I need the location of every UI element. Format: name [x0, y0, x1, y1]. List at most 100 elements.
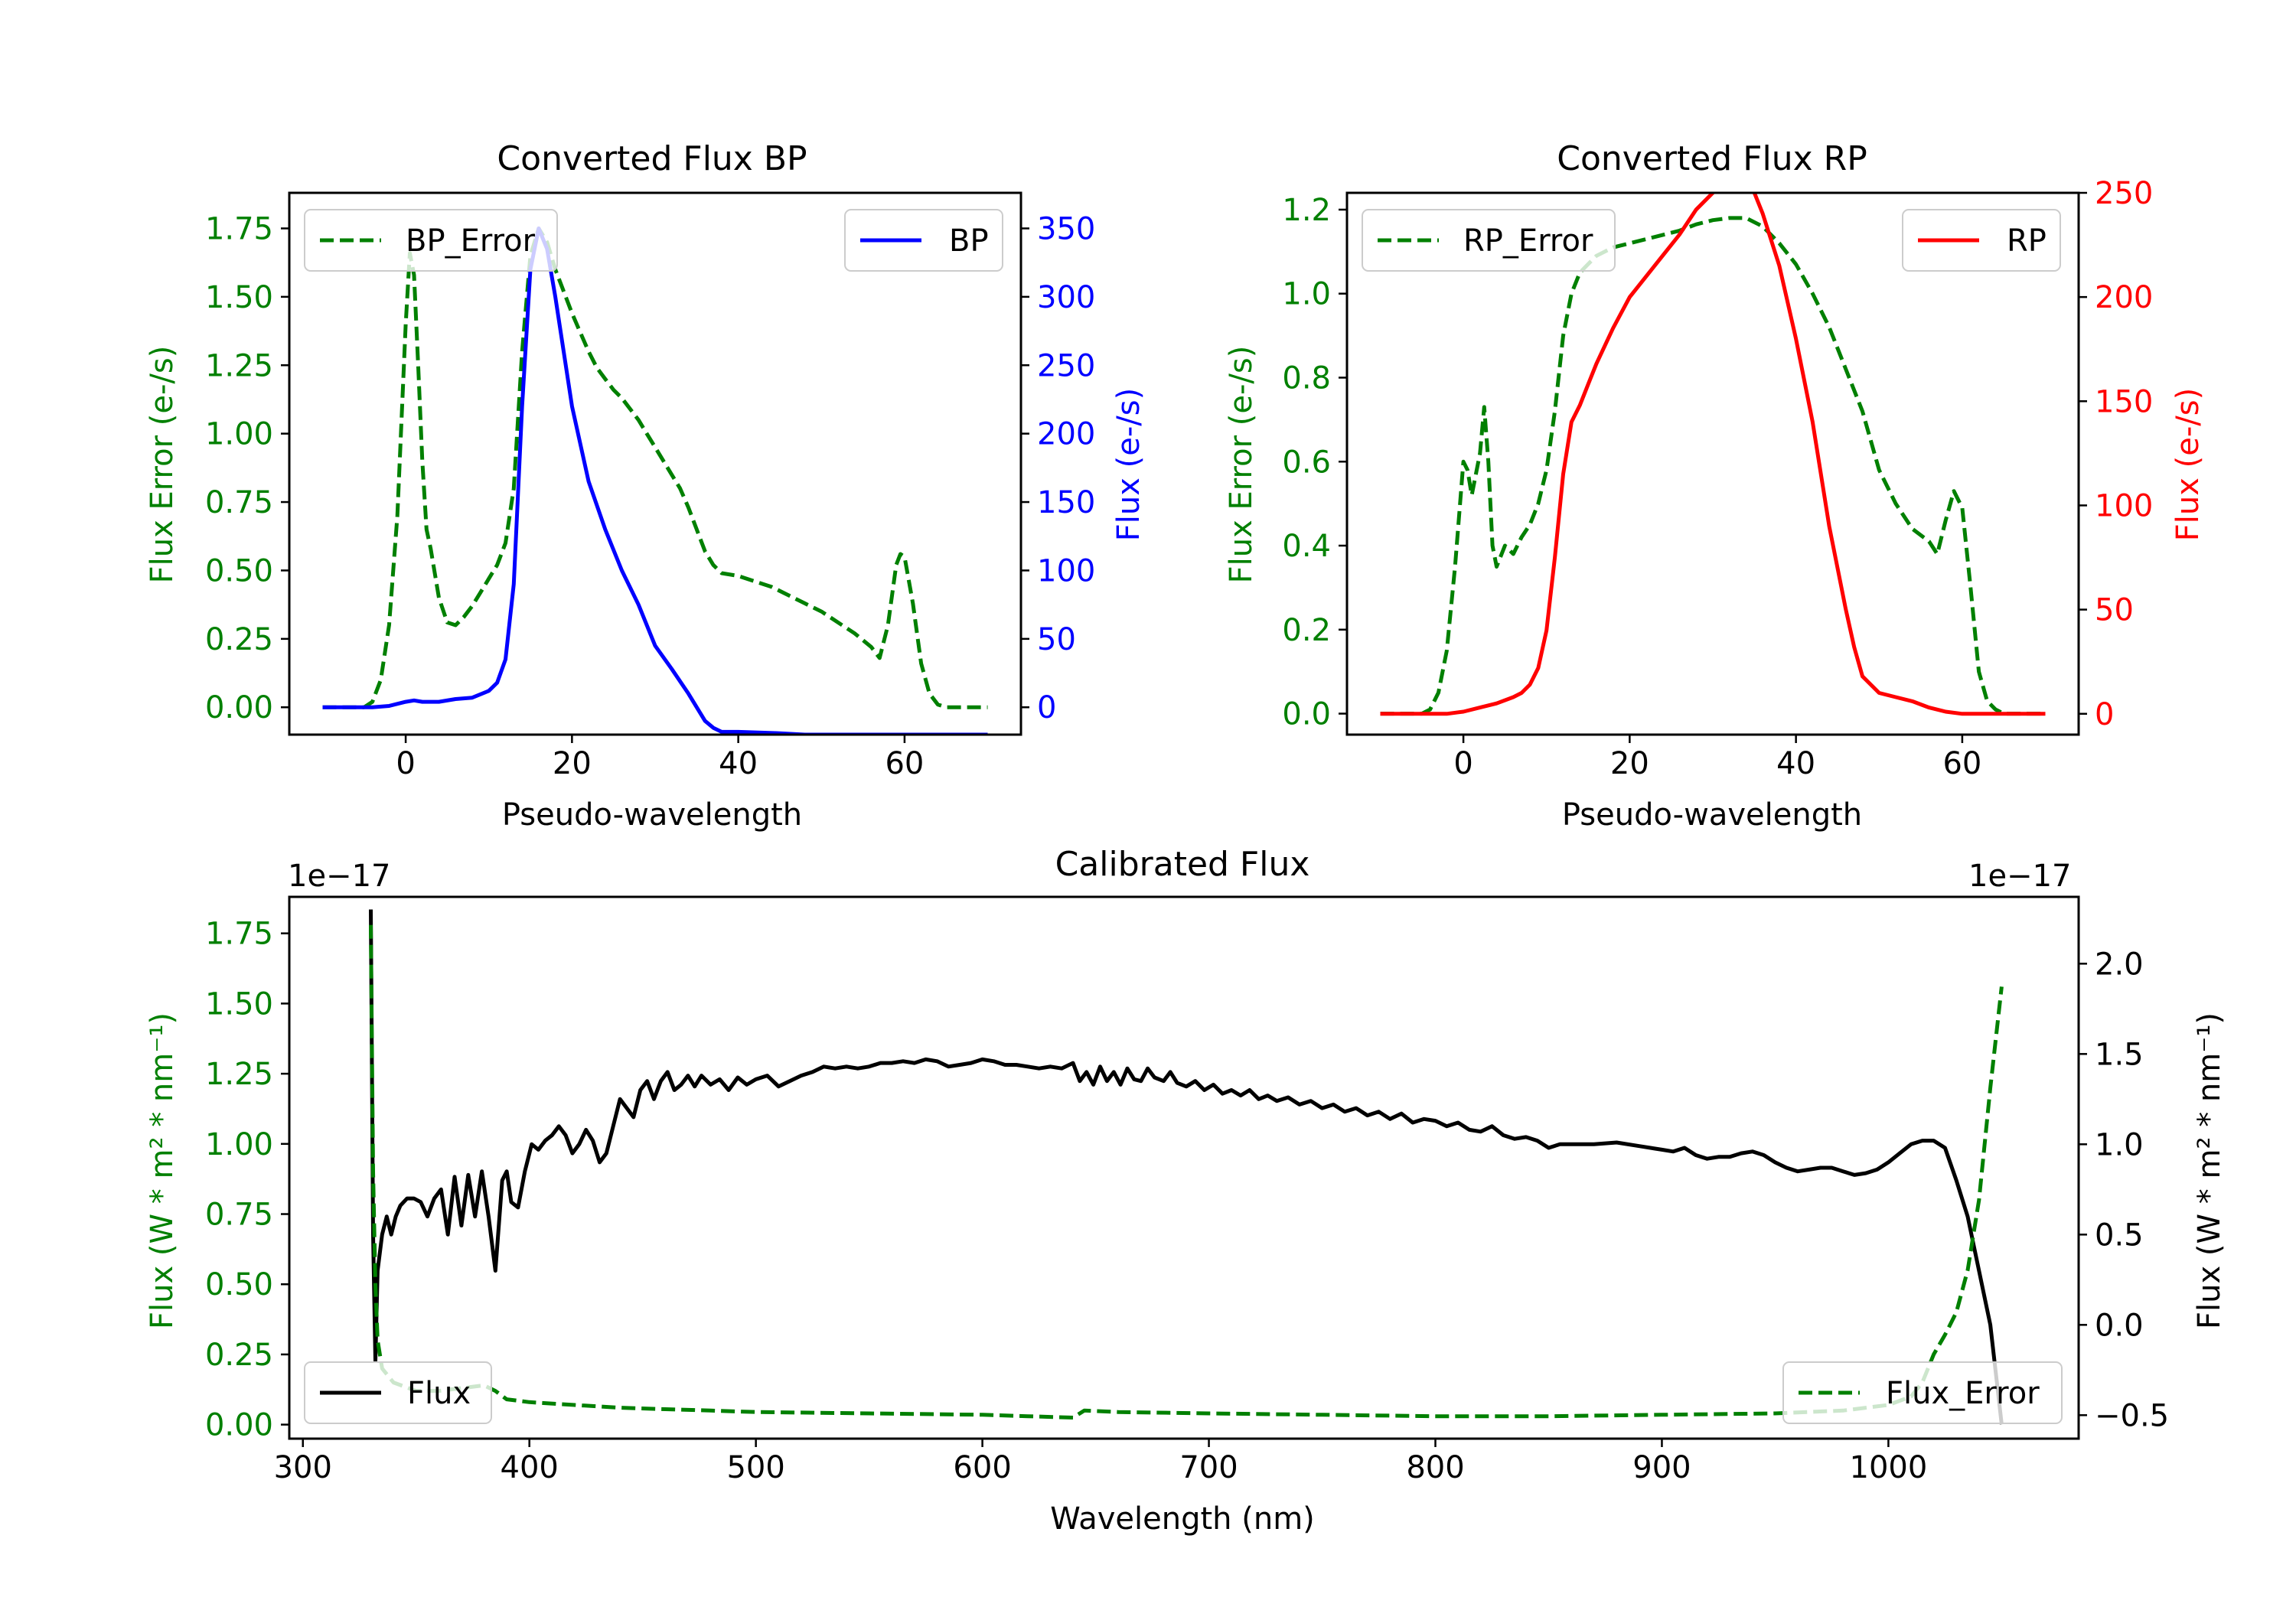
right-y-tick-label: 50 [2095, 593, 2134, 628]
left-y-tick-label: 1.75 [205, 211, 273, 246]
panel-rp-axes-frame [1345, 191, 2080, 736]
right-y-tick-label: 50 [1037, 622, 1076, 657]
x-tick-label: 0 [396, 746, 415, 781]
legend-bp-error-label: BP_Error [406, 223, 536, 259]
panel-bp-title: Converted Flux BP [497, 139, 807, 178]
panel-calibrated-title: Calibrated Flux [1055, 845, 1310, 884]
panel-calibrated-legend-right: Flux_Error [1782, 1361, 2063, 1424]
x-tick-label: 0 [1453, 746, 1473, 781]
right-y-tick-label: 200 [1037, 417, 1095, 452]
panel-calibrated-left-y-axis-label: Flux (W * m² * nm⁻¹) [145, 1012, 180, 1329]
left-y-tick-label: 0.50 [205, 1267, 273, 1302]
legend-box [304, 1361, 492, 1424]
right-y-tick-label: 350 [1037, 211, 1095, 246]
right-y-tick-label: 150 [2095, 384, 2153, 419]
left-y-tick-label: 1.25 [205, 1057, 273, 1092]
panel-rp-x-axis-label: Pseudo-wavelength [1562, 797, 1862, 833]
series-line-rp [1380, 193, 2046, 716]
series-line-bp [322, 227, 988, 735]
left-y-tick-label: 0.75 [205, 1198, 273, 1233]
x-tick-label: 60 [1942, 746, 1981, 781]
x-tick-label: 500 [726, 1450, 784, 1485]
x-tick-label: 300 [274, 1450, 332, 1485]
panel-calibrated-right-y-axis-label: Flux (W * m² * nm⁻¹) [2192, 1012, 2227, 1329]
series-line-rp-error [1380, 216, 2046, 716]
legend-bp-label: BP [949, 223, 989, 259]
left-y-tick-label: 1.00 [205, 1127, 273, 1162]
right-y-tick-label: 1.5 [2095, 1037, 2144, 1072]
left-y-tick-label: 0.25 [205, 622, 273, 657]
left-y-tick-label: 1.50 [205, 280, 273, 315]
left-y-tick-label: 0.0 [1282, 697, 1331, 732]
right-y-tick-label: 300 [1037, 280, 1095, 315]
x-tick-label: 800 [1406, 1450, 1464, 1485]
right-y-tick-label: 0.0 [2095, 1308, 2144, 1343]
legend-box [304, 209, 558, 272]
right-y-tick-label: 150 [1037, 485, 1095, 520]
series-line-bp-error [322, 227, 988, 709]
left-y-tick-label: 0.25 [205, 1338, 273, 1373]
x-tick-label: 60 [885, 746, 924, 781]
right-y-tick-label: 100 [2095, 488, 2153, 523]
left-y-tick-label: 0.8 [1282, 360, 1331, 396]
x-tick-label: 1000 [1850, 1450, 1928, 1485]
panel-calibrated-axes-frame [288, 895, 2080, 1440]
panel-rp-right-y-axis-label: Flux (e-/s) [2170, 388, 2206, 541]
panel-bp-x-axis-label: Pseudo-wavelength [502, 797, 802, 833]
panel-bp-left-y-axis-label: Flux Error (e-/s) [145, 346, 180, 584]
left-y-tick-label: 0.00 [205, 690, 273, 725]
right-y-tick-label: 250 [1037, 348, 1095, 383]
left-y-tick-label: 0.00 [205, 1408, 273, 1443]
right-y-tick-label: 1.0 [2095, 1127, 2144, 1162]
left-y-tick-label: 1.2 [1282, 193, 1331, 228]
x-tick-label: 20 [553, 746, 592, 781]
panel-bp: Converted Flux BP 0 20 40 60 0.00 0.25 0.50 0.7… [145, 139, 1146, 833]
panel-bp-right-y-axis-label: Flux (e-/s) [1111, 388, 1146, 541]
x-tick-label: 900 [1632, 1450, 1691, 1485]
panel-calibrated: Calibrated Flux 1e−17 1e−17 300 400 500 600… [145, 845, 2227, 1537]
series-line-flux [369, 909, 2004, 1425]
left-y-tick-label: 1.25 [205, 348, 273, 383]
right-y-tick-label: 0 [1037, 690, 1056, 725]
left-y-tick-label: 0.2 [1282, 613, 1331, 648]
panel-calibrated-legend-left: Flux [304, 1361, 492, 1424]
legend-box [1782, 1361, 2063, 1424]
x-tick-label: 400 [501, 1450, 559, 1485]
right-y-tick-label: 200 [2095, 280, 2153, 315]
x-tick-label: 700 [1179, 1450, 1238, 1485]
legend-box [844, 209, 1003, 272]
left-y-tick-label: 1.0 [1282, 277, 1331, 312]
left-y-tick-label: 1.00 [205, 417, 273, 452]
panel-bp-legend-right: BP [844, 209, 1003, 272]
legend-box [1362, 209, 1616, 272]
right-y-tick-label: 250 [2095, 176, 2153, 211]
left-y-tick-label: 0.4 [1282, 529, 1331, 564]
panel-rp-left-y-axis-label: Flux Error (e-/s) [1224, 346, 1259, 584]
panel-rp-legend-left: RP_Error [1362, 209, 1616, 272]
left-y-tick-label: 0.50 [205, 553, 273, 588]
x-tick-label: 600 [953, 1450, 1011, 1485]
panel-rp-legend-right: RP [1902, 209, 2061, 272]
legend-flux-error-label: Flux_Error [1886, 1376, 2040, 1411]
right-y-tick-label: 100 [1037, 553, 1095, 588]
legend-box [1902, 209, 2061, 272]
panel-calibrated-right-offset-text: 1e−17 [1968, 859, 2071, 894]
left-y-tick-label: 0.6 [1282, 445, 1331, 480]
panel-rp-title: Converted Flux RP [1557, 139, 1867, 178]
x-tick-label: 40 [719, 746, 758, 781]
left-y-tick-label: 1.75 [205, 917, 273, 952]
panel-bp-legend-left: BP_Error [304, 209, 558, 272]
x-tick-label: 40 [1776, 746, 1815, 781]
legend-rp-error-label: RP_Error [1463, 223, 1593, 259]
panel-bp-axes-frame [288, 191, 1022, 736]
x-tick-label: 20 [1610, 746, 1649, 781]
panel-rp: Converted Flux RP 0 20 40 60 0.0 0.2 0.4 0.6 0.8… [1224, 139, 2206, 833]
panel-calibrated-left-offset-text: 1e−17 [288, 859, 390, 894]
legend-rp-label: RP [2007, 223, 2047, 259]
right-y-tick-label: −0.5 [2095, 1398, 2169, 1433]
legend-flux-label: Flux [407, 1376, 471, 1411]
left-y-tick-label: 0.75 [205, 485, 273, 520]
right-y-tick-label: 2.0 [2095, 947, 2144, 982]
panel-calibrated-x-axis-label: Wavelength (nm) [1050, 1501, 1315, 1537]
